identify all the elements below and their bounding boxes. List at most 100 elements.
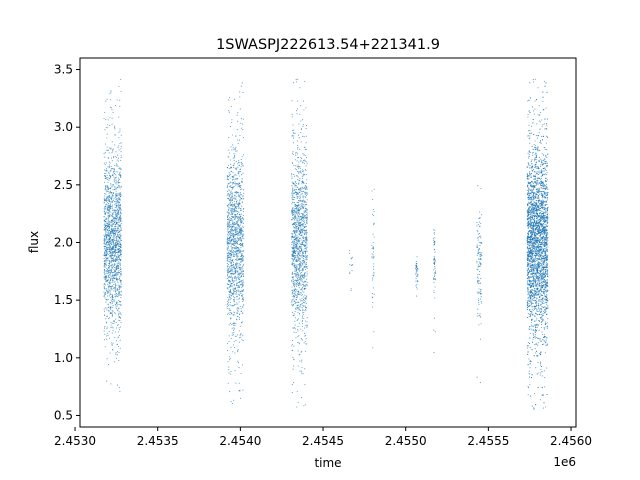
data-point [350,288,352,290]
data-point [302,282,304,284]
data-point [108,275,110,277]
data-point [302,330,304,332]
data-point [114,246,117,248]
data-point [301,322,304,325]
data-point [433,259,435,261]
data-point [232,233,235,235]
data-point [231,402,233,405]
data-point [118,185,120,187]
data-point [229,239,231,241]
data-point [238,298,240,300]
data-point [104,243,107,245]
data-point [240,259,242,261]
data-point [103,264,105,266]
data-point [108,337,110,339]
data-point [237,271,239,273]
data-point [227,276,229,278]
data-point [291,194,293,196]
data-point [306,326,308,328]
data-point [242,245,244,247]
data-point [240,228,242,230]
data-point [301,177,304,179]
data-point [228,110,230,112]
data-point [241,195,243,197]
data-point [234,314,236,316]
data-point [227,382,229,384]
data-point [299,166,301,168]
data-point [106,299,108,301]
data-point [118,311,120,313]
data-point [301,361,303,363]
data-point [116,238,118,240]
data-point [305,230,307,232]
data-point [112,168,114,170]
data-point [291,262,294,264]
data-point [235,192,237,195]
data-point [228,240,230,242]
data-point [296,218,298,220]
data-point [304,221,306,223]
data-point [107,292,110,294]
data-point [103,284,105,286]
data-point [235,183,238,185]
data-point [295,267,297,269]
data-point [119,262,121,264]
data-point [228,149,230,151]
data-point [233,327,235,329]
data-point [112,150,114,152]
data-point [117,244,119,246]
data-point [433,352,435,354]
data-point [434,251,436,253]
data-point [108,195,110,197]
data-point [118,292,120,294]
data-point [227,296,229,298]
data-point [303,239,305,241]
data-point [235,279,237,281]
data-point [232,144,234,146]
data-point [231,238,234,240]
data-point [295,285,297,287]
data-point [113,227,115,229]
data-point [301,206,303,208]
data-point [106,271,108,273]
data-point [372,242,374,244]
data-point [103,327,106,329]
data-point [104,279,107,281]
data-point [299,190,301,192]
data-point [104,270,106,272]
data-point [233,265,235,267]
data-point [236,264,238,266]
data-point [231,209,233,211]
data-point [120,246,122,248]
data-point [228,312,230,314]
data-point [230,181,232,184]
data-point [228,208,230,210]
data-point [112,221,114,223]
data-point [299,247,301,249]
data-point [227,214,229,216]
data-point [119,205,122,207]
data-point [228,266,230,268]
data-point [231,193,233,195]
data-point [113,243,115,245]
data-point [230,212,233,214]
data-point [235,303,237,306]
data-point [114,230,116,232]
data-point [106,321,108,323]
data-point [230,210,232,212]
data-point [110,286,112,288]
data-point [304,332,306,334]
data-point [434,229,436,231]
data-point [294,282,296,284]
data-point [107,257,109,259]
data-point [236,242,238,244]
data-point [292,188,294,190]
data-point [111,265,113,267]
data-point [105,234,107,236]
data-point [292,208,294,210]
data-point [114,247,116,249]
data-point [303,162,305,164]
data-point [105,187,107,189]
data-point [297,134,300,136]
data-point [291,189,294,191]
